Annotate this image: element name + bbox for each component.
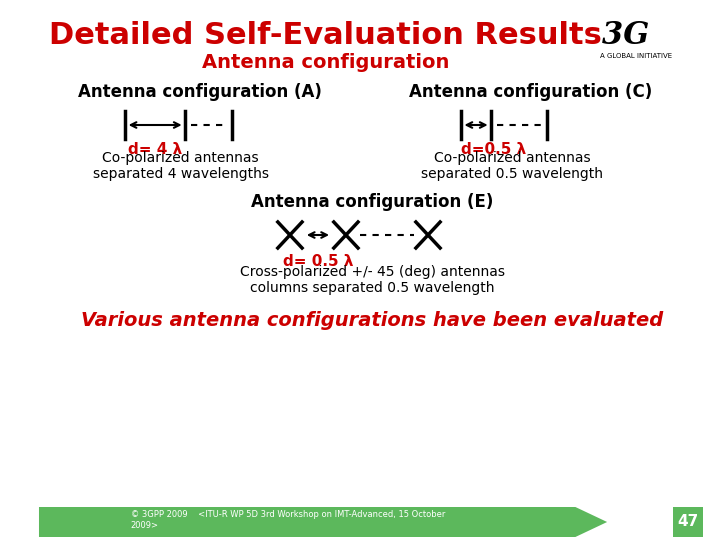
Text: 47: 47	[678, 515, 699, 530]
Text: columns separated 0.5 wavelength: columns separated 0.5 wavelength	[250, 281, 495, 295]
Text: Antenna configuration (C): Antenna configuration (C)	[409, 83, 652, 101]
Text: d=0.5 λ: d=0.5 λ	[461, 141, 526, 157]
Text: © 3GPP 2009    <ITU-R WP 5D 3rd Workshop on IMT-Advanced, 15 October
2009>: © 3GPP 2009 <ITU-R WP 5D 3rd Workshop on…	[131, 510, 445, 530]
Text: Various antenna configurations have been evaluated: Various antenna configurations have been…	[81, 310, 663, 329]
Text: 3G: 3G	[602, 19, 670, 51]
Polygon shape	[39, 507, 607, 537]
Text: Detailed Self-Evaluation Results: Detailed Self-Evaluation Results	[49, 21, 602, 50]
Text: A GLOBAL INITIATIVE: A GLOBAL INITIATIVE	[600, 53, 672, 59]
Text: Co-polarized antennas: Co-polarized antennas	[433, 151, 590, 165]
Text: d= 0.5 λ: d= 0.5 λ	[283, 253, 354, 268]
Text: Co-polarized antennas: Co-polarized antennas	[102, 151, 259, 165]
FancyBboxPatch shape	[673, 507, 703, 537]
Text: Antenna configuration (E): Antenna configuration (E)	[251, 193, 493, 211]
Text: d= 4 λ: d= 4 λ	[128, 141, 183, 157]
Text: Antenna configuration (A): Antenna configuration (A)	[78, 83, 321, 101]
Text: Cross-polarized +/- 45 (deg) antennas: Cross-polarized +/- 45 (deg) antennas	[240, 265, 505, 279]
Text: separated 4 wavelengths: separated 4 wavelengths	[93, 167, 269, 181]
Text: Antenna configuration: Antenna configuration	[202, 52, 449, 71]
Text: separated 0.5 wavelength: separated 0.5 wavelength	[421, 167, 603, 181]
